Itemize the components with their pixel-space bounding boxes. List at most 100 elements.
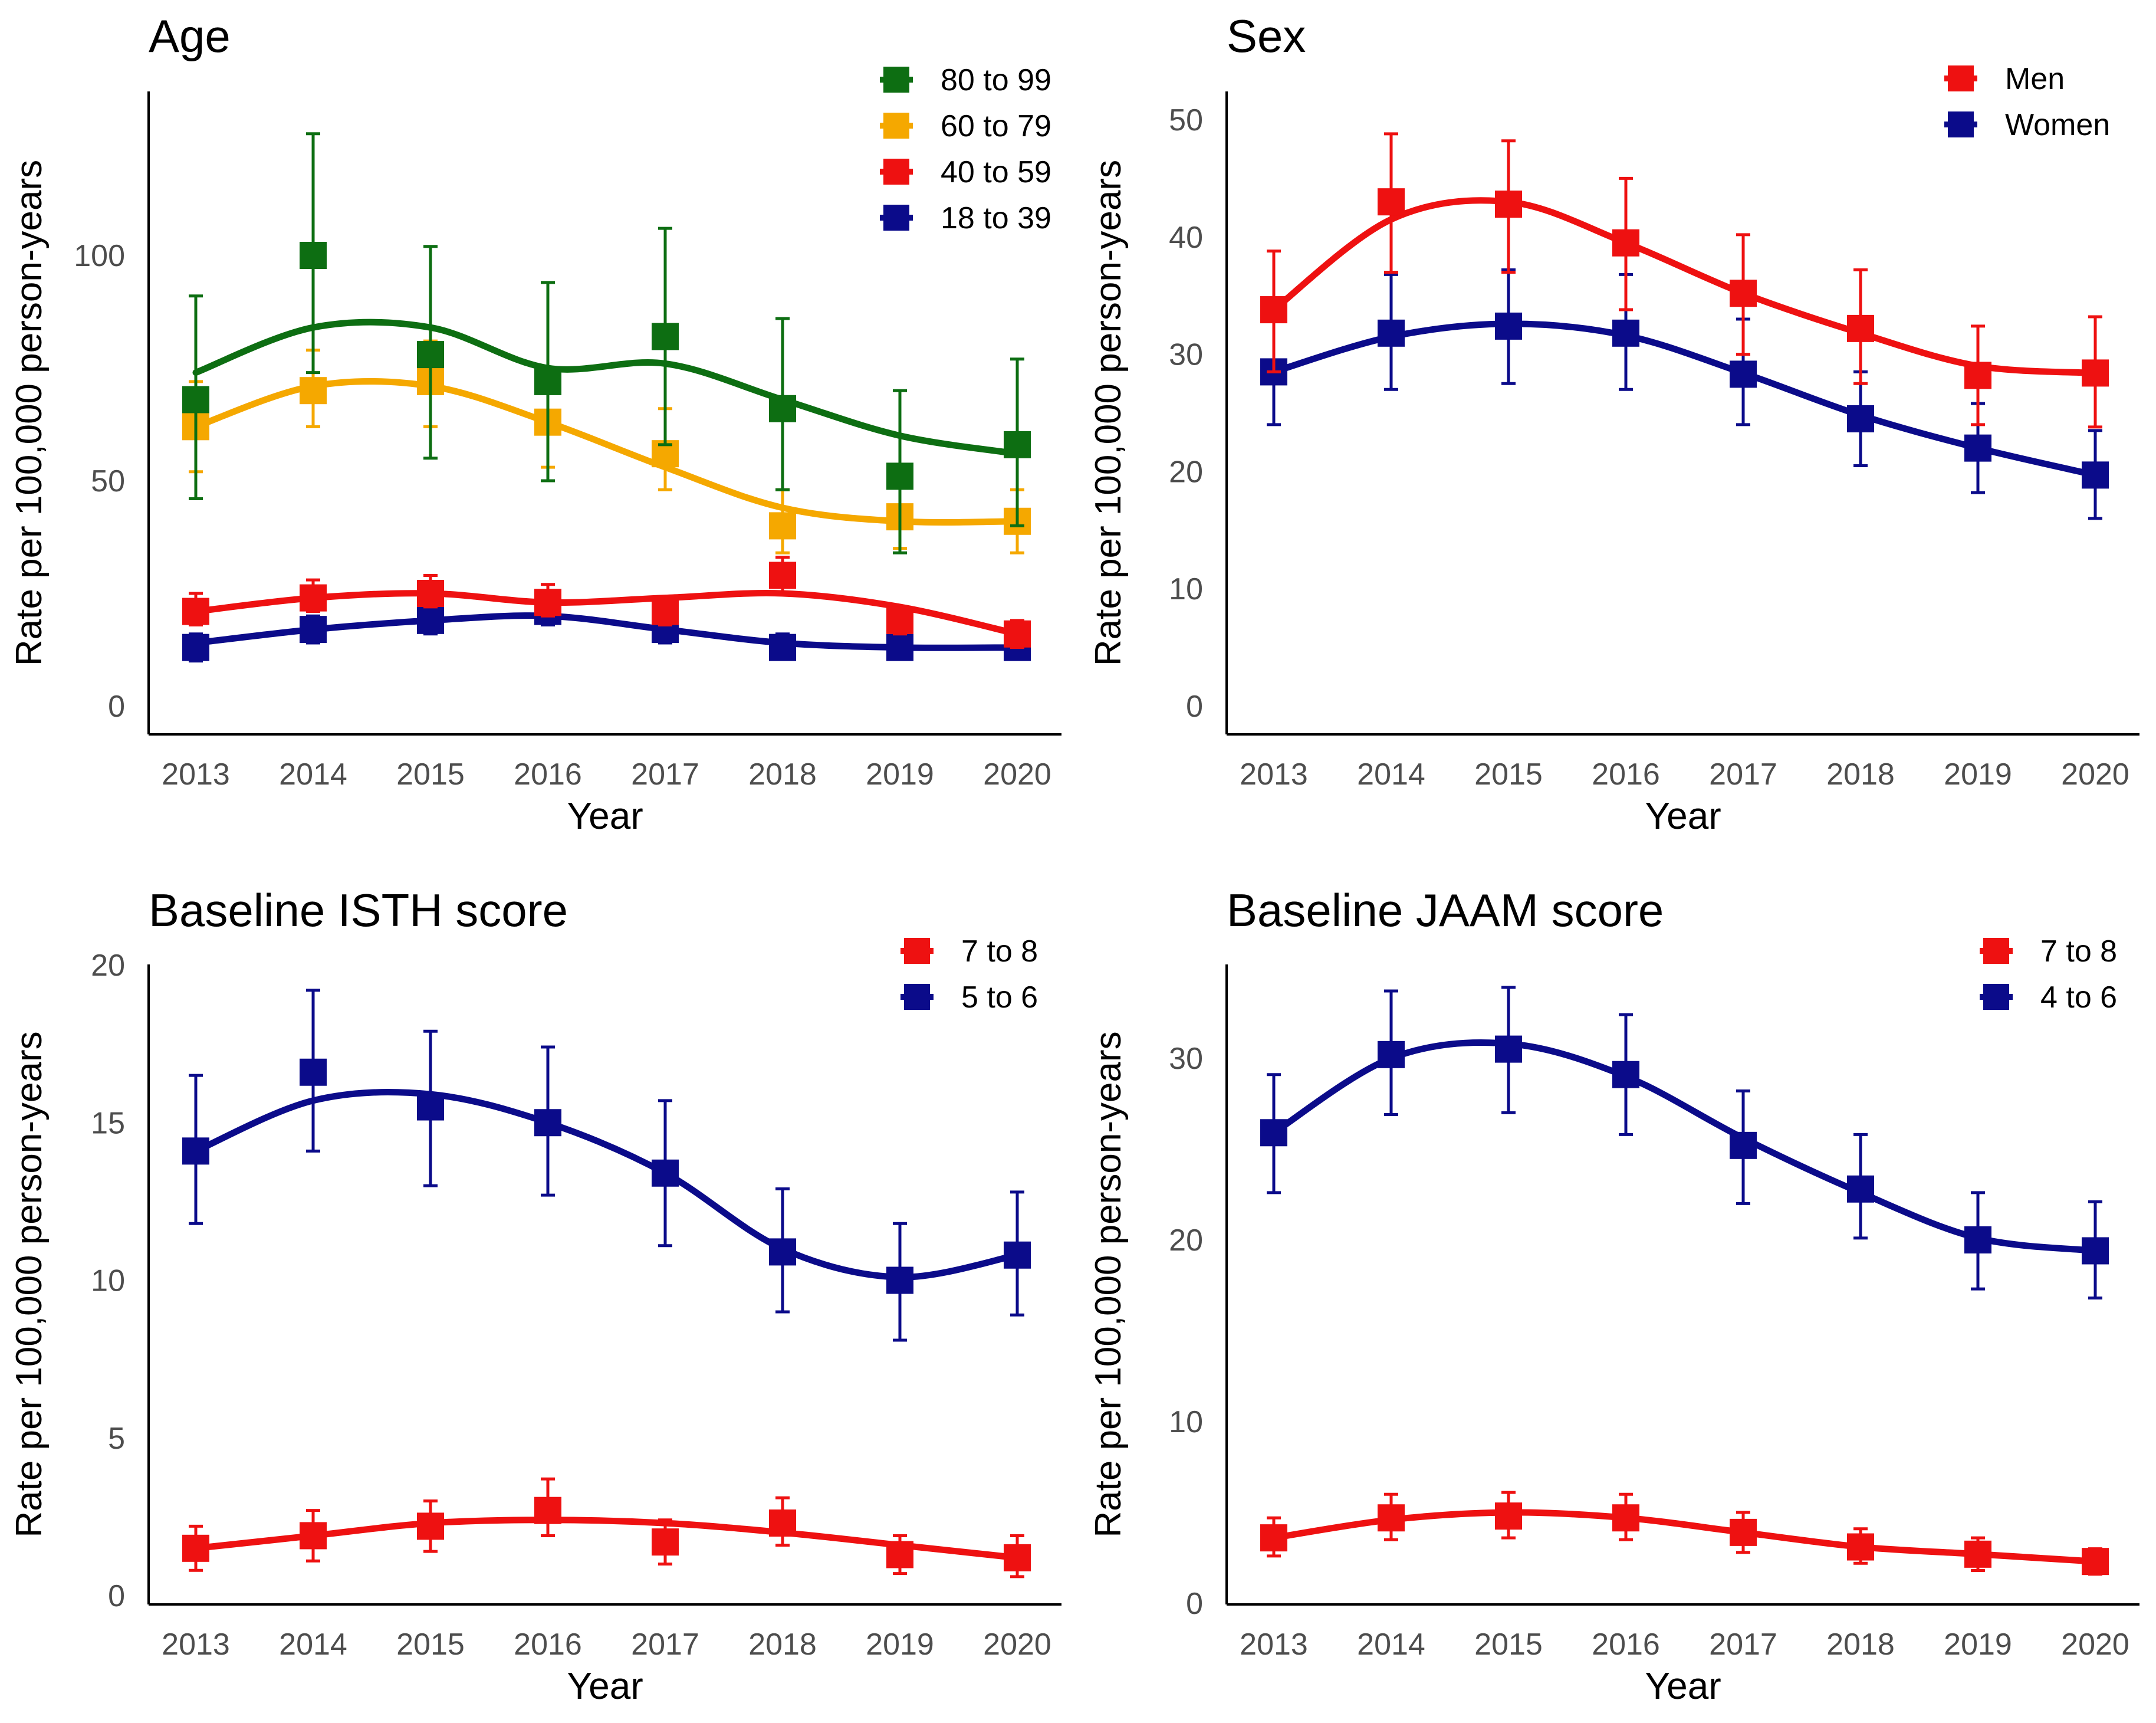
chart-title: Baseline ISTH score [149, 884, 568, 936]
trend-line [192, 378, 1021, 526]
data-point [1730, 1518, 1757, 1546]
data-point [300, 584, 327, 612]
data-point [2082, 1548, 2109, 1576]
x-tick-label: 2014 [279, 757, 347, 792]
y-axis-label: Rate per 100,000 person-years [1088, 1031, 1129, 1537]
series-40-to-59 [182, 556, 1031, 649]
data-point [1730, 280, 1757, 307]
x-tick-label: 2014 [1357, 1627, 1425, 1662]
data-point [2082, 1237, 2109, 1265]
x-tick-label: 2020 [2061, 1627, 2129, 1662]
y-tick-label: 50 [1169, 103, 1203, 137]
data-point [1612, 319, 1639, 347]
data-point [769, 1238, 796, 1266]
data-point [1378, 1041, 1405, 1068]
x-tick-label: 2013 [162, 1627, 230, 1662]
trend-line [1270, 1509, 2099, 1565]
x-tick-label: 2013 [1240, 757, 1308, 792]
data-point [1260, 1524, 1287, 1552]
legend-marker [883, 113, 909, 139]
legend-marker [883, 67, 909, 93]
legend: 7 to 8 5 to 6 [900, 934, 1038, 1015]
x-tick-label: 2016 [514, 757, 582, 792]
y-tick-label: 40 [1169, 221, 1203, 255]
chart-panel-3: Baseline ISTH score 0 5 10 15 20 2013 2014 2015 2… [9, 884, 1061, 1707]
y-tick-label: 20 [1169, 455, 1203, 489]
data-point [300, 1522, 327, 1550]
data-point [652, 1159, 679, 1187]
data-point [1612, 1061, 1639, 1088]
legend-item: 60 to 79 [880, 109, 1051, 143]
data-point [417, 341, 444, 369]
legend-item: 7 to 8 [1980, 934, 2117, 969]
x-tick-label: 2016 [1592, 757, 1660, 792]
x-axis-label: Year [1645, 1665, 1721, 1707]
legend-label: 4 to 6 [2040, 980, 2117, 1015]
data-point [300, 616, 327, 644]
legend-item: 40 to 59 [880, 155, 1051, 189]
data-point [2082, 359, 2109, 387]
y-tick-label: 100 [74, 239, 125, 273]
y-axis-label: Rate per 100,000 person-years [1088, 160, 1129, 666]
data-point [182, 634, 209, 661]
data-point [1612, 229, 1639, 257]
chart-title: Sex [1227, 10, 1306, 62]
chart-title: Baseline JAAM score [1227, 884, 1664, 936]
x-tick-label: 2019 [1944, 757, 2012, 792]
legend-marker [883, 159, 909, 185]
y-tick-label: 30 [1169, 338, 1203, 372]
legend: Men Women [1944, 62, 2110, 142]
data-point [417, 1512, 444, 1540]
legend: 7 to 8 4 to 6 [1980, 934, 2117, 1015]
data-point [1964, 1226, 1991, 1253]
x-tick-label: 2018 [748, 757, 817, 792]
data-point [1004, 1241, 1031, 1269]
data-point [769, 634, 796, 661]
trend-line [192, 1089, 1021, 1281]
data-point [652, 1528, 679, 1556]
y-tick-label: 50 [91, 464, 125, 498]
series-5-to-6 [182, 989, 1031, 1342]
data-point [769, 512, 796, 540]
data-point [886, 606, 913, 634]
data-point [886, 462, 913, 490]
y-tick-label: 0 [1186, 1587, 1203, 1621]
chart-panel-1: Age 0 50 100 2013 2014 2015 2016 2017 2018 2019 202… [9, 10, 1061, 837]
legend-item: 7 to 8 [900, 934, 1038, 969]
data-point [652, 323, 679, 350]
data-point [2082, 461, 2109, 489]
x-tick-label: 2013 [1240, 1627, 1308, 1662]
x-tick-label: 2018 [1826, 757, 1895, 792]
data-point [1004, 431, 1031, 458]
legend-label: 60 to 79 [941, 109, 1051, 143]
y-tick-label: 30 [1169, 1042, 1203, 1076]
trend-line [1270, 197, 2099, 376]
legend-item: 4 to 6 [1980, 980, 2117, 1015]
y-axis-label: Rate per 100,000 person-years [9, 160, 50, 666]
legend-marker [1983, 984, 2009, 1010]
data-point [182, 598, 209, 625]
data-point [886, 634, 913, 661]
legend-item: 5 to 6 [900, 980, 1038, 1015]
x-tick-label: 2018 [748, 1627, 817, 1662]
x-tick-label: 2014 [1357, 757, 1425, 792]
data-point [1495, 1035, 1522, 1063]
x-tick-label: 2017 [1709, 1627, 1777, 1662]
data-point [1730, 360, 1757, 388]
legend-item: Men [1944, 62, 2065, 96]
x-tick-label: 2020 [2061, 757, 2129, 792]
legend-label: 5 to 6 [961, 980, 1038, 1015]
data-point [1612, 1504, 1639, 1532]
data-point [417, 580, 444, 607]
data-point [1378, 188, 1405, 216]
data-point [1495, 1502, 1522, 1530]
y-tick-label: 10 [1169, 572, 1203, 606]
data-point [769, 395, 796, 422]
y-tick-label: 10 [91, 1264, 125, 1298]
y-tick-label: 0 [108, 690, 125, 724]
series-women [1260, 268, 2109, 520]
data-point [769, 1509, 796, 1537]
legend-marker [904, 984, 930, 1010]
y-tick-label: 0 [1186, 690, 1203, 724]
y-tick-label: 10 [1169, 1405, 1203, 1439]
